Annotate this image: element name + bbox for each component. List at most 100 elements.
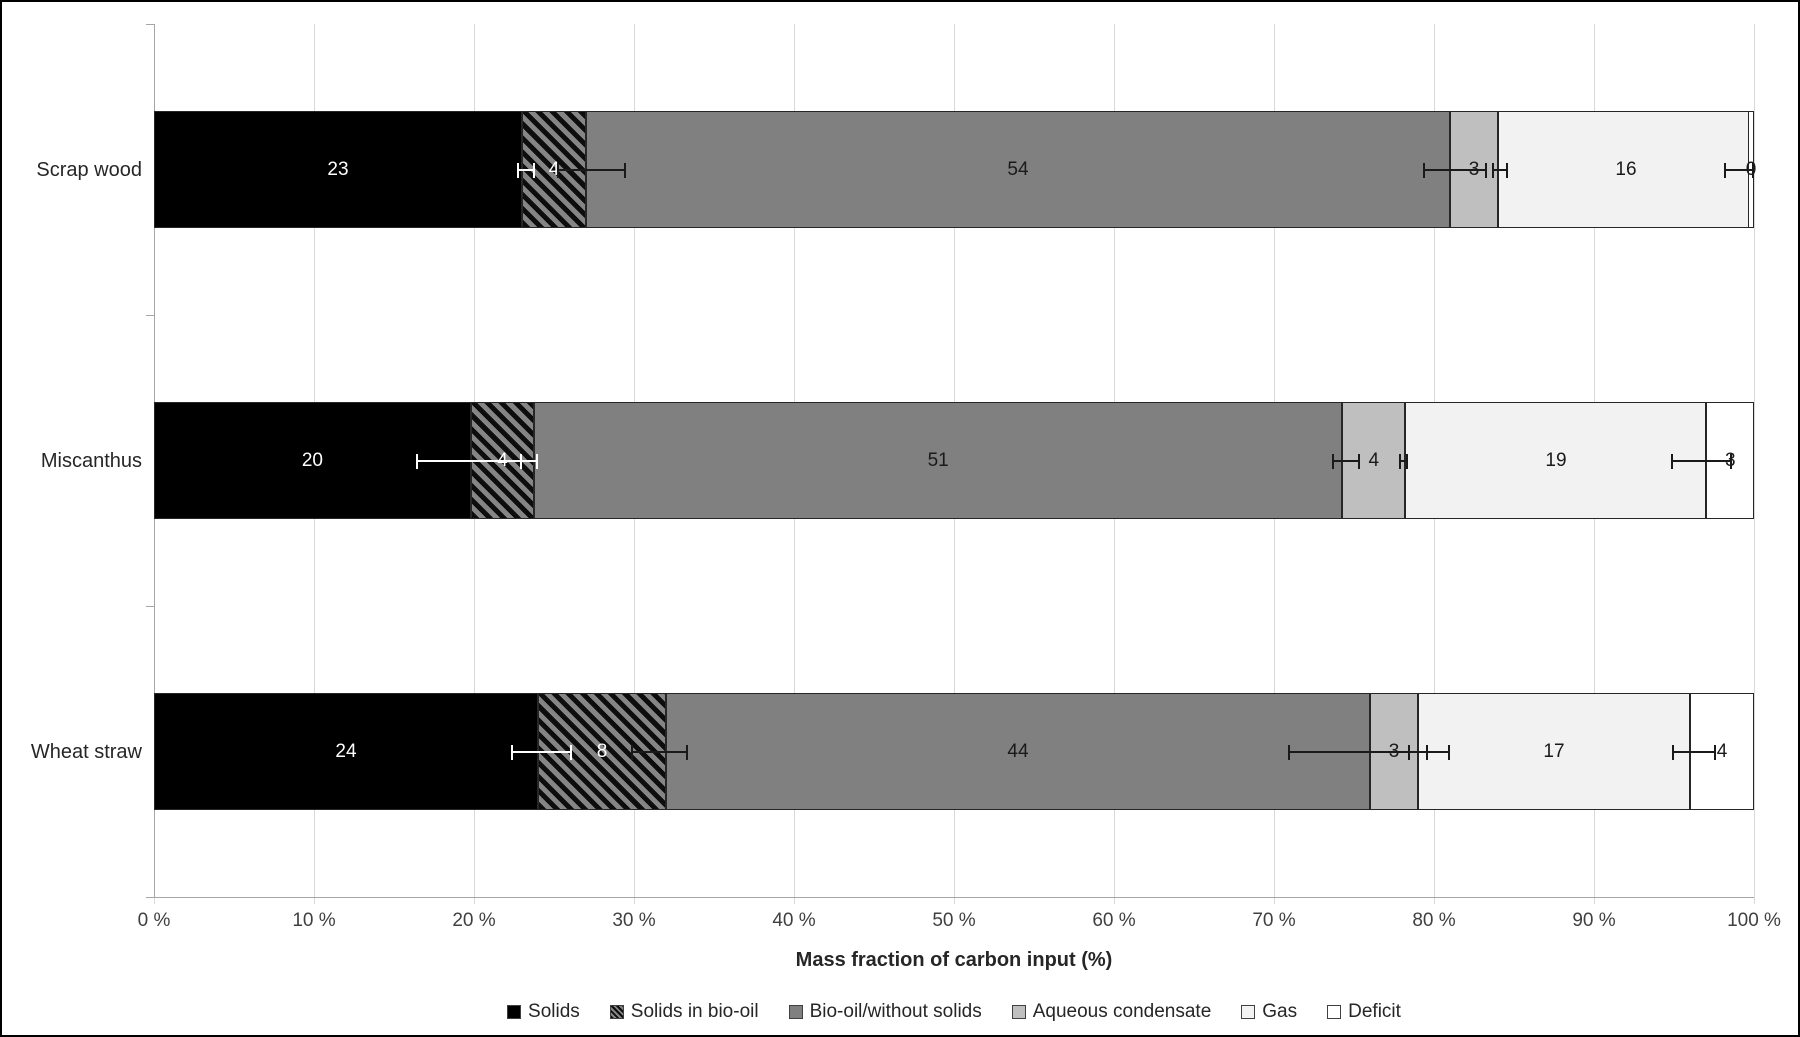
error-bar-cap [510,744,513,760]
error-bar-cap [1752,162,1754,178]
segment-value-label: 19 [1545,450,1567,471]
segment-value-label: 4 [1368,450,1380,471]
legend-label: Deficit [1348,1001,1401,1022]
error-bar [557,168,626,171]
error-bar [517,168,535,171]
error-bar-cap [517,162,520,178]
x-axis-line [146,897,1754,898]
legend-swatch-icon [1011,1004,1026,1019]
error-bar [416,459,522,462]
segment-value-label: 17 [1543,741,1565,762]
segment-value-label: 20 [301,450,323,471]
x-tick-label: 0 % [137,910,171,931]
gridline-100pct [1754,24,1755,904]
category-label: Wheat straw [30,740,142,763]
error-bar-cap [1448,744,1450,760]
x-tick-label: 60 % [1092,910,1136,931]
error-bar [1723,168,1754,171]
error-bar-cap [1422,162,1425,178]
category-label: Miscanthus [40,449,142,472]
error-bar-cap [1670,453,1673,469]
legend-swatch-icon [1241,1004,1256,1019]
error-bar-cap [1288,744,1291,760]
error-bar [510,750,572,753]
error-bar-cap [1729,453,1732,469]
error-bar [1398,459,1409,462]
legend-item: Solids [507,1002,580,1021]
segment-value-label: 24 [335,741,357,762]
x-tick-label: 40 % [772,910,816,931]
error-bar-cap [557,162,560,178]
legend: Solids Solids in bio-oil Bio-oil/without s… [154,1002,1754,1021]
segment-value-label: 8 [596,741,608,762]
category-axis-tick [146,315,154,316]
x-tick-label: 10 % [292,910,336,931]
x-tick-label: 30 % [612,910,656,931]
legend-swatch-icon [609,1004,624,1019]
legend-item: Gas [1241,1002,1297,1021]
error-bar [1672,750,1716,753]
category-axis-tick [146,606,154,607]
bar-segment: 44 [666,693,1370,810]
bar-segment: 24 [154,693,538,810]
legend-swatch-icon [507,1004,522,1019]
error-bar-cap [1358,453,1361,469]
error-bar [1408,750,1450,753]
error-bar-cap [686,744,689,760]
error-bar-cap [624,162,626,178]
error-bar [630,750,689,753]
error-bar-cap [1491,162,1494,178]
error-bar [1422,168,1487,171]
error-bar-cap [569,744,572,760]
error-bar [1491,168,1508,171]
bar-segment: 17 [1418,693,1690,810]
error-bar-cap [1484,162,1487,178]
bar-segment: 51 [534,402,1343,519]
error-bar-cap [1406,453,1409,469]
bar-segment: 23 [154,111,522,228]
segment-value-label: 4 [1716,741,1728,762]
legend-item: Aqueous condensate [1011,1001,1212,1022]
error-bar-cap [1713,744,1716,760]
x-tick-label: 100 % [1727,910,1781,931]
x-tick-label: 70 % [1252,910,1296,931]
legend-item: Solids in bio-oil [609,1001,759,1022]
segment-value-label: 51 [927,450,949,471]
error-bar-cap [416,453,419,469]
error-bar-cap [1505,162,1508,178]
x-tick-label: 20 % [452,910,496,931]
error-bar-cap [1398,453,1401,469]
legend-swatch-icon [788,1004,803,1019]
segment-value-label: 16 [1615,159,1637,180]
x-tick-label: 50 % [932,910,976,931]
error-bar-cap [630,744,633,760]
bar-segment: 19 [1405,402,1707,519]
error-bar-cap [1672,744,1675,760]
bar-segment: 16 [1498,111,1754,228]
segment-value-label: 4 [548,159,560,180]
segment-value-label: 54 [1007,159,1029,180]
legend-label: Bio-oil/without solids [809,1001,982,1022]
error-bar-cap [536,453,538,469]
x-axis-title: Mass fraction of carbon input (%) [795,949,1113,971]
error-bar-cap [532,162,535,178]
legend-label: Aqueous condensate [1032,1001,1212,1022]
legend-label: Gas [1262,1001,1298,1022]
error-bar [1670,459,1732,462]
error-bar-cap [1331,453,1334,469]
error-bar-cap [1723,162,1726,178]
error-bar-cap [1408,744,1411,760]
category-label: Scrap wood [36,158,142,181]
legend-item: Bio-oil/without solids [788,1001,982,1022]
legend-label: Solids [528,1001,580,1022]
category-axis-tick [146,24,154,25]
legend-swatch-icon [1327,1004,1342,1019]
bar-segment: 54 [586,111,1450,228]
legend-label: Solids in bio-oil [630,1001,759,1022]
error-bar [1288,750,1428,753]
x-tick-label: 80 % [1412,910,1456,931]
error-bar [520,459,538,462]
error-bar-cap [520,453,523,469]
segment-value-label: 44 [1007,741,1029,762]
